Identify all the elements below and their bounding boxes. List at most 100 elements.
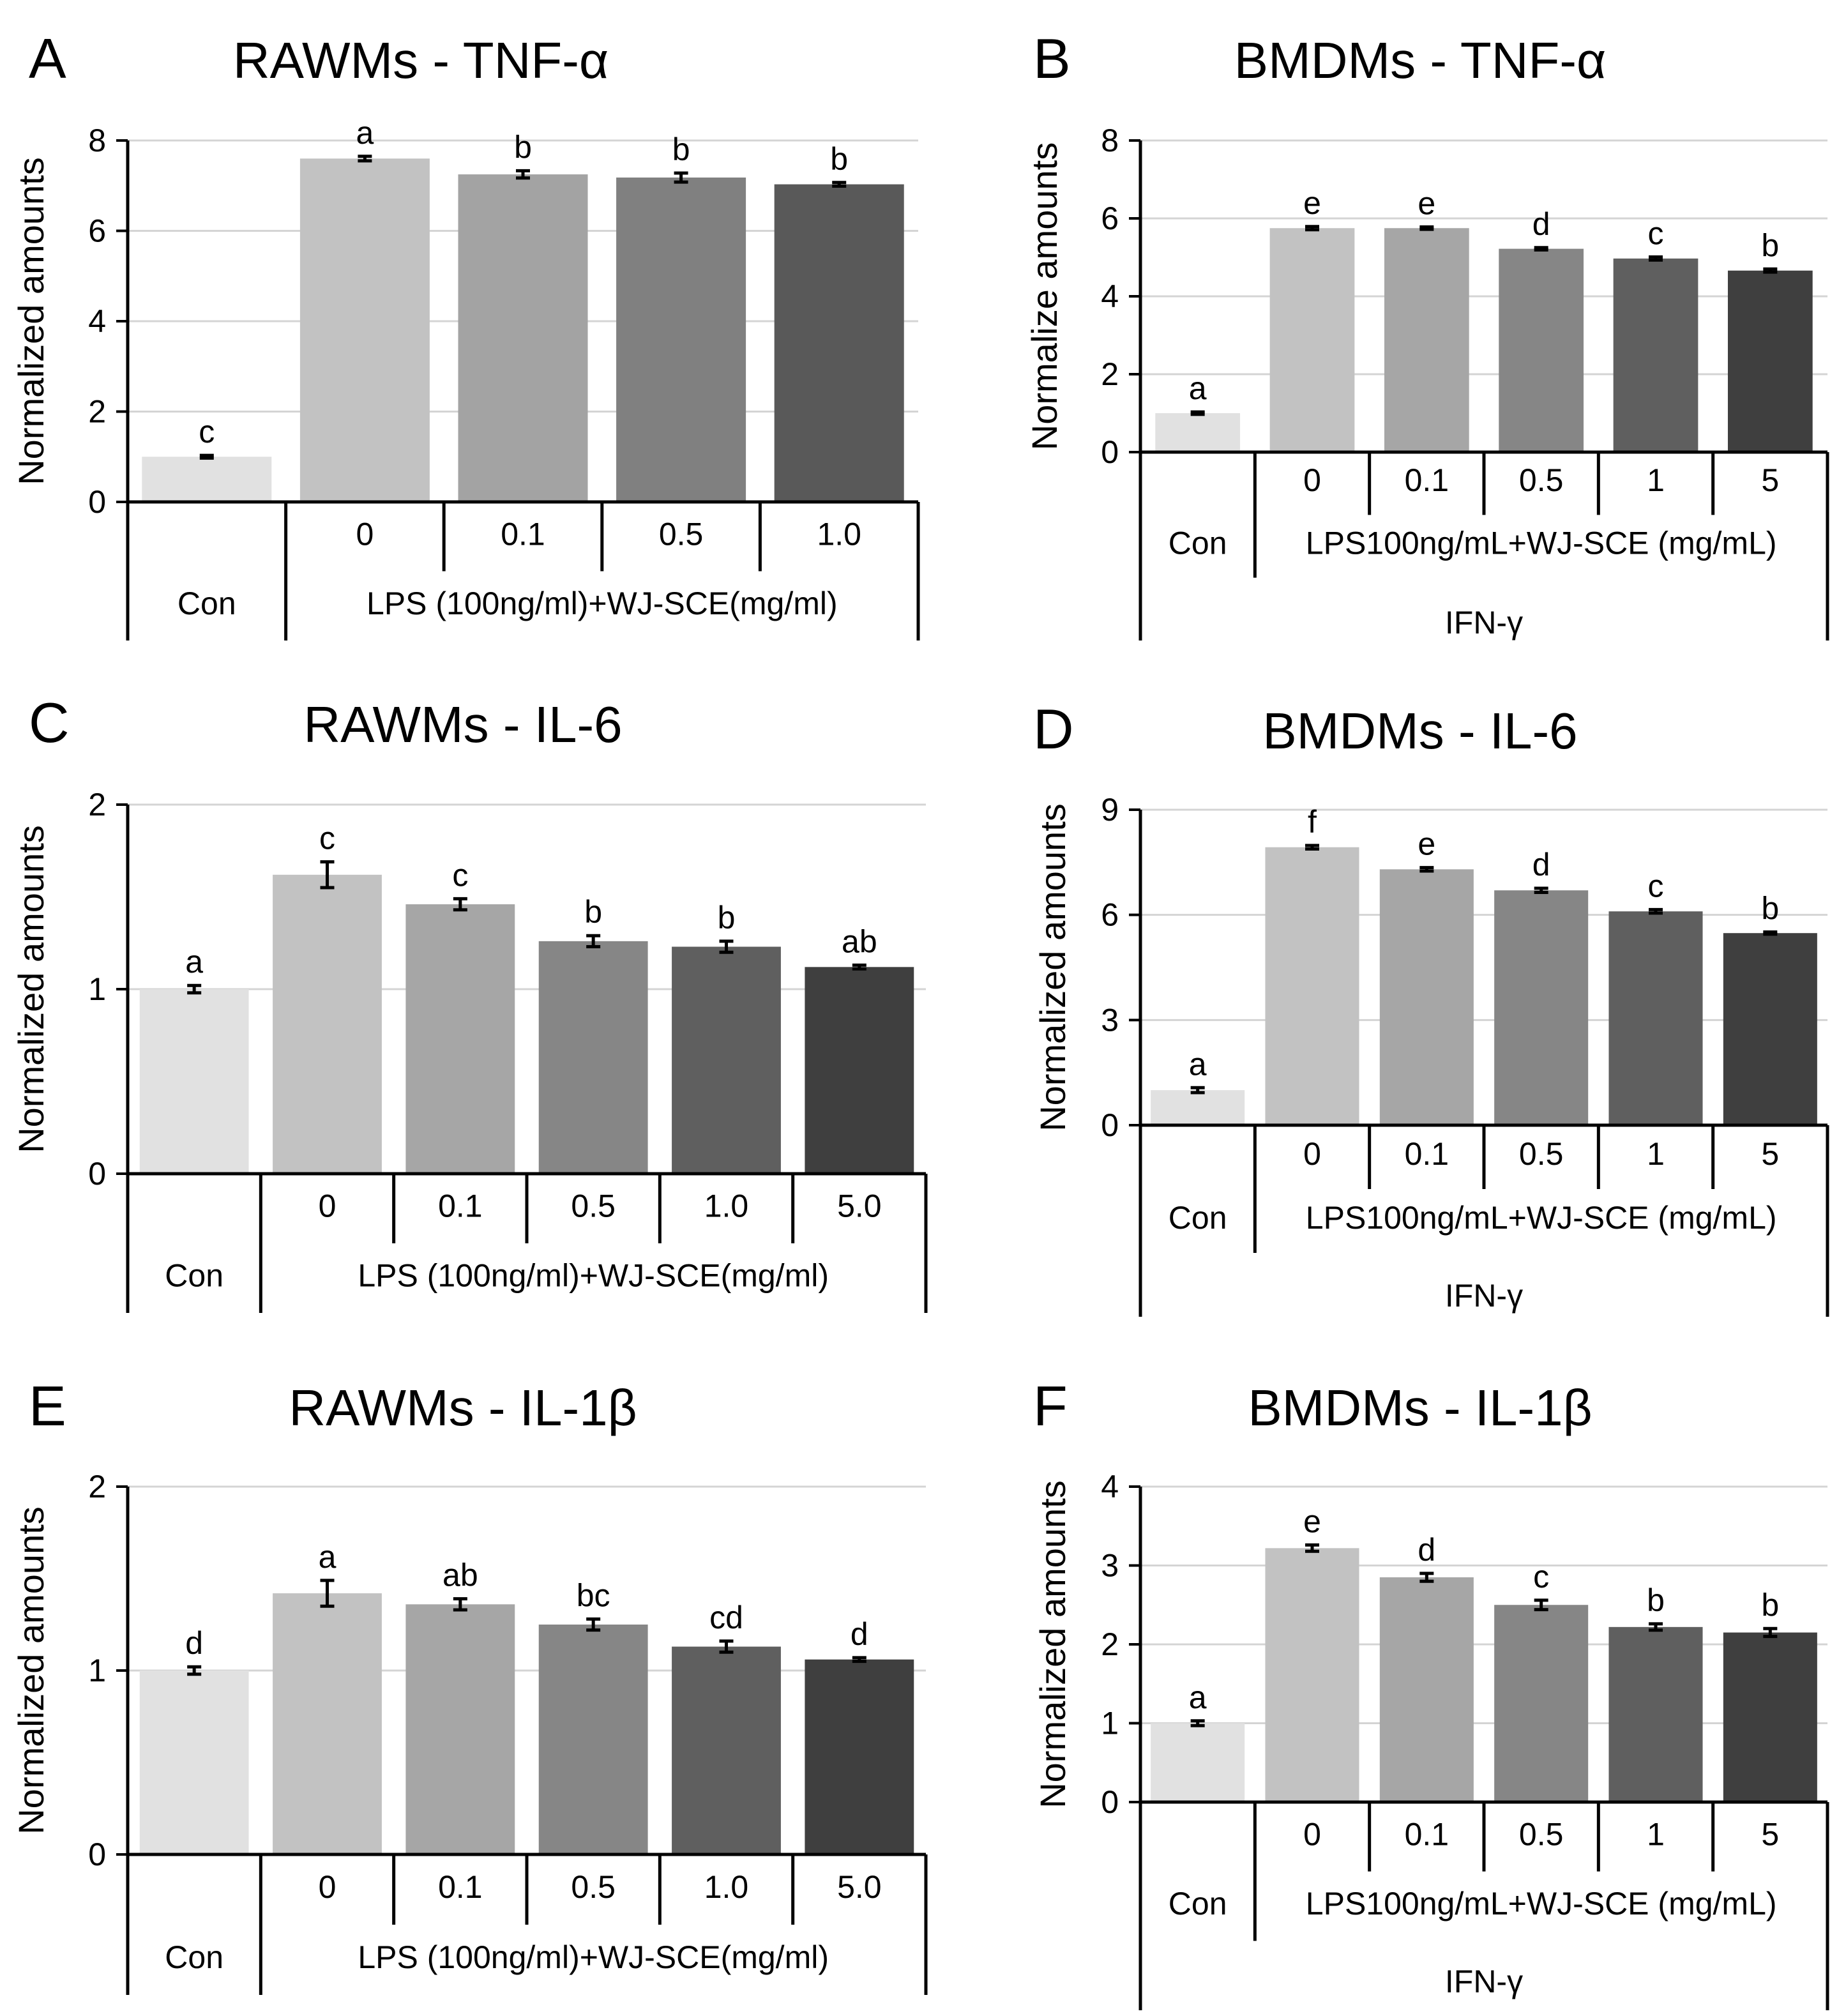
y-axis-label: Normalized amounts	[11, 825, 51, 1153]
bar	[616, 178, 746, 502]
treatment-label: LPS (100ng/ml)+WJ-SCE(mg/ml)	[358, 1939, 829, 1975]
control-label: Con	[165, 1939, 223, 1975]
bar	[142, 457, 272, 502]
significance-letter: a	[1189, 1679, 1207, 1715]
concentration-label: 1	[1647, 1136, 1665, 1172]
y-tick-label: 0	[1101, 434, 1119, 470]
bar	[538, 941, 648, 1174]
control-label: Con	[1169, 1200, 1227, 1236]
control-label: Con	[178, 586, 236, 621]
concentration-label: 0	[319, 1869, 337, 1905]
y-tick-label: 2	[88, 787, 106, 822]
panel-a: A RAWMs - TNF-α 0 2 4 6 8 Normalized amounts c a b…	[11, 27, 920, 640]
significance-letter: b	[1647, 1582, 1665, 1618]
treatment-label: LPS (100ng/ml)+WJ-SCE(mg/ml)	[367, 586, 838, 621]
bar	[139, 1671, 249, 1854]
concentration-label: 0.5	[1519, 462, 1564, 498]
concentration-label: 5	[1761, 462, 1779, 498]
significance-letter: a	[1189, 370, 1207, 406]
concentration-label: 0	[319, 1188, 337, 1224]
bar	[1613, 258, 1698, 452]
panel-letter: E	[29, 1374, 66, 1437]
bar	[805, 1659, 914, 1854]
bar	[774, 184, 904, 502]
y-tick-label: 2	[1101, 1626, 1119, 1662]
y-tick-label: 0	[88, 1156, 106, 1192]
y-tick-label: 1	[88, 1653, 106, 1688]
bar	[1494, 890, 1589, 1125]
concentration-label: 0	[1303, 1136, 1321, 1172]
panel-c: C RAWMs - IL-6 0 1 2 Normalized amounts a c c b b a…	[11, 691, 928, 1313]
y-tick-label: 6	[1101, 201, 1119, 236]
y-axis-label: Normalized amounts	[11, 1506, 51, 1835]
significance-letter: e	[1418, 826, 1435, 862]
concentration-label: 5.0	[837, 1188, 882, 1224]
bar	[405, 1604, 515, 1854]
treatment-label: LPS100ng/mL+WJ-SCE (mg/mL)	[1306, 525, 1777, 561]
y-tick-label: 8	[88, 123, 106, 158]
chart-title: BMDMs - IL-6	[1262, 702, 1577, 759]
bar	[538, 1625, 648, 1854]
y-tick-label: 0	[88, 1837, 106, 1872]
bar	[139, 989, 249, 1174]
significance-letter: d	[185, 1625, 203, 1661]
bar	[1608, 911, 1703, 1125]
concentration-label: 0.1	[1405, 1816, 1449, 1852]
concentration-label: 0.1	[1405, 1136, 1449, 1172]
significance-letter: bc	[577, 1577, 610, 1613]
panel-letter: B	[1033, 27, 1071, 90]
concentration-label: 0	[356, 516, 374, 552]
y-tick-label: 0	[1101, 1107, 1119, 1143]
significance-letter: c	[1648, 215, 1664, 251]
concentration-label: 0.1	[501, 516, 545, 552]
concentration-label: 0	[1303, 1816, 1321, 1852]
y-axis-label: Normalized amounts	[11, 157, 51, 485]
treatment-label: LPS100ng/mL+WJ-SCE (mg/mL)	[1306, 1200, 1777, 1236]
bar	[1723, 1632, 1817, 1802]
y-tick-label: 3	[1101, 1548, 1119, 1584]
panel-letter: A	[29, 27, 66, 90]
significance-letter: b	[1761, 891, 1779, 927]
significance-letter: a	[356, 115, 374, 151]
bar	[1727, 270, 1813, 452]
significance-letter: d	[851, 1616, 868, 1652]
control-label: Con	[165, 1258, 223, 1294]
bar	[1494, 1605, 1589, 1802]
y-tick-label: 1	[88, 971, 106, 1007]
concentration-label: 1.0	[704, 1188, 749, 1224]
significance-letter: c	[199, 414, 215, 450]
bar	[672, 946, 781, 1174]
bar	[1265, 847, 1359, 1125]
concentration-label: 1	[1647, 1816, 1665, 1852]
significance-letter: b	[1761, 1587, 1779, 1623]
significance-letter: ab	[842, 923, 877, 959]
outer-label: IFN-γ	[1445, 605, 1523, 640]
y-tick-label: 8	[1101, 123, 1119, 158]
y-tick-label: 6	[1101, 897, 1119, 933]
y-tick-label: 0	[88, 484, 106, 520]
significance-letter: d	[1532, 206, 1550, 242]
outer-label: IFN-γ	[1445, 1278, 1523, 1314]
bar	[1151, 1723, 1245, 1802]
concentration-label: 0.1	[438, 1869, 483, 1905]
chart-title: BMDMs - IL-1β	[1248, 1379, 1592, 1436]
concentration-label: 0	[1303, 462, 1321, 498]
concentration-label: 0.5	[659, 516, 704, 552]
panel-b: B BMDMs - TNF-α 0 2 4 6 8 Normalize amounts a e e d…	[1024, 27, 1829, 640]
significance-letter: b	[830, 141, 848, 177]
concentration-label: 0.5	[1519, 1816, 1564, 1852]
y-tick-label: 0	[1101, 1784, 1119, 1820]
bar	[1151, 1090, 1245, 1125]
y-tick-label: 9	[1101, 792, 1119, 828]
bar	[273, 874, 382, 1174]
significance-letter: e	[1418, 185, 1435, 221]
significance-letter: c	[1648, 868, 1664, 904]
significance-letter: b	[1761, 227, 1779, 263]
concentration-label: 5	[1761, 1816, 1779, 1852]
significance-letter: e	[1303, 185, 1321, 221]
significance-letter: a	[1189, 1046, 1207, 1082]
bar	[1608, 1626, 1703, 1802]
chart-title: RAWMs - IL-6	[303, 696, 622, 753]
significance-letter: b	[514, 129, 532, 165]
